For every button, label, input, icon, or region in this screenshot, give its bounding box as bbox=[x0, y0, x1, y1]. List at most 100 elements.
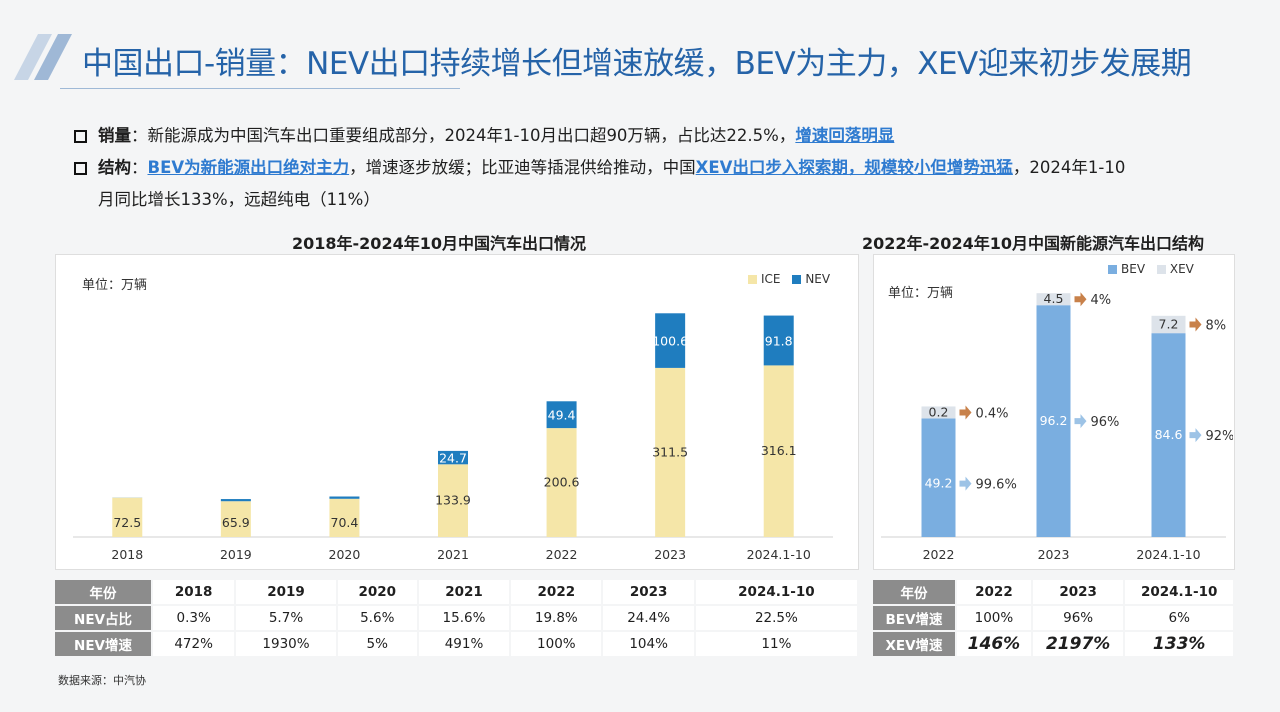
bullet-sales-text: ：新能源成为中国汽车出口重要组成部分，2024年1-10月出口超90万辆，占比达… bbox=[131, 126, 796, 145]
data-source: 数据来源：中汽协 bbox=[58, 674, 146, 687]
x-tick-label-2022: 2022 bbox=[546, 547, 578, 562]
table-row: BEV增速 100% 96% 6% bbox=[873, 606, 1233, 630]
right-unit-label: 单位：万辆 bbox=[888, 286, 954, 301]
left-stacked-bar-chart: 72.5 2018 65.9 2019 70.4 2020 133.9 24.7 2021 200… bbox=[73, 313, 833, 562]
title-decoration bbox=[14, 34, 72, 80]
table-header-cell: 2023 bbox=[1032, 580, 1124, 604]
legend-bev-label: BEV bbox=[1121, 262, 1146, 276]
bullet-structure-text-1: ，增速逐步放缓；比亚迪等插混供给推动，中国 bbox=[349, 158, 696, 177]
table-header-cell: 2024.1-10 bbox=[1125, 580, 1233, 604]
bar-bev-2024.1-10 bbox=[1151, 333, 1186, 537]
left-chart-title: 2018年-2024年10月中国汽车出口情况 bbox=[292, 234, 586, 253]
right-legend: BEV XEV bbox=[1100, 262, 1194, 276]
legend-nev-swatch bbox=[792, 275, 802, 284]
table-row-header: BEV增速 bbox=[873, 606, 955, 630]
bar-bev-2022 bbox=[921, 418, 956, 537]
table-row-header: NEV占比 bbox=[55, 606, 151, 630]
bar-bev-2023 bbox=[1036, 305, 1071, 537]
table-row-header: XEV增速 bbox=[873, 632, 955, 656]
bar-nev-2024.1-10 bbox=[763, 315, 794, 366]
table-cell: 100% bbox=[957, 606, 1031, 630]
bullet-structure-sep: ： bbox=[131, 158, 148, 177]
bar-xev-2024.1-10 bbox=[1151, 315, 1186, 334]
table-cell: 104% bbox=[603, 632, 694, 656]
table-cell: 0.3% bbox=[153, 606, 235, 630]
table-cell: 19.8% bbox=[511, 606, 602, 630]
table-row: NEV增速 472% 1930% 5% 491% 100% 104% 11% bbox=[55, 632, 857, 656]
left-unit-label: 单位：万辆 bbox=[82, 278, 148, 293]
right-stacked-bar-chart: 0.2 0.4% 49.2 99.6% 2022 4.5 4% 96.2 96% 2023 7.2 8… bbox=[881, 291, 1233, 562]
right-chart-title: 2022年-2024年10月中国新能源汽车出口结构 bbox=[862, 234, 1204, 253]
bar-ice-2024.1-10 bbox=[763, 365, 794, 537]
legend-bev-swatch bbox=[1108, 265, 1117, 274]
bar-nev-2023 bbox=[655, 313, 686, 368]
bullet-sales: 销量：新能源成为中国汽车出口重要组成部分，2024年1-10月出口超90万辆，占… bbox=[72, 120, 1272, 152]
checkbox-square-icon bbox=[74, 130, 87, 143]
data-label-ice-2019: 65.9 bbox=[222, 515, 250, 530]
data-label-nev-2023: 100.6 bbox=[652, 334, 688, 349]
bar-nev-2020 bbox=[329, 496, 360, 499]
table-header-cell: 2022 bbox=[957, 580, 1031, 604]
share-label-xev-2023: 4% bbox=[1091, 293, 1112, 308]
share-label-xev-2024.1-10: 8% bbox=[1206, 318, 1227, 333]
x-tick-label-2024.1-10: 2024.1-10 bbox=[747, 547, 811, 562]
data-label-xev-2024.1-10: 7.2 bbox=[1159, 316, 1179, 331]
table-row: NEV占比 0.3% 5.7% 5.6% 15.6% 19.8% 24.4% 2… bbox=[55, 606, 857, 630]
table-row-header: NEV增速 bbox=[55, 632, 151, 656]
bar-xev-2023 bbox=[1036, 293, 1071, 306]
bar-nev-2019 bbox=[220, 499, 251, 502]
data-label-nev-2022: 49.4 bbox=[548, 408, 576, 423]
data-label-nev-2024.1-10: 91.8 bbox=[765, 333, 793, 348]
left-legend: ICE NEV bbox=[740, 272, 830, 286]
x-tick-label-2022: 2022 bbox=[923, 547, 955, 562]
bullet-list: 销量：新能源成为中国汽车出口重要组成部分，2024年1-10月出口超90万辆，占… bbox=[72, 120, 1272, 216]
arrow-right-icon bbox=[1189, 428, 1202, 443]
title-underline bbox=[60, 88, 460, 89]
right-data-table: 年份 2022 2023 2024.1-10 BEV增速 100% 96% 6%… bbox=[871, 578, 1235, 658]
legend-xev-swatch bbox=[1156, 265, 1166, 274]
bullet-structure-highlight-2: XEV出口步入探索期，规模较小但增势迅猛 bbox=[695, 158, 1013, 177]
table-header-cell: 2021 bbox=[418, 580, 510, 604]
table-header-cell: 2018 bbox=[153, 580, 235, 604]
table-row: 年份 2022 2023 2024.1-10 bbox=[873, 580, 1233, 604]
data-label-bev-2024.1-10: 84.6 bbox=[1155, 427, 1183, 442]
data-label-nev-2021: 24.7 bbox=[439, 451, 467, 466]
table-cell: 11% bbox=[695, 632, 857, 656]
bar-ice-2019 bbox=[220, 501, 251, 537]
table-header-cell: 年份 bbox=[873, 580, 955, 604]
bullet-sales-head: 销量 bbox=[98, 126, 131, 145]
table-cell: 15.6% bbox=[418, 606, 510, 630]
table-cell: 472% bbox=[153, 632, 235, 656]
table-cell: 6% bbox=[1125, 606, 1233, 630]
table-row: 年份 2018 2019 2020 2021 2022 2023 2024.1-… bbox=[55, 580, 857, 604]
bar-ice-2021 bbox=[438, 464, 468, 537]
bullet-structure-text-2: ，2024年1-10 bbox=[1012, 158, 1126, 177]
table-cell: 2197% bbox=[1032, 632, 1124, 656]
data-label-bev-2023: 96.2 bbox=[1040, 413, 1068, 428]
table-cell: 96% bbox=[1032, 606, 1124, 630]
arrow-right-icon bbox=[1074, 292, 1087, 307]
bar-xev-2022 bbox=[921, 406, 956, 419]
data-label-ice-2018: 72.5 bbox=[113, 515, 141, 530]
table-header-cell: 2022 bbox=[511, 580, 602, 604]
bullet-structure-highlight-1: BEV为新能源出口绝对主力 bbox=[147, 158, 350, 177]
x-tick-label-2023: 2023 bbox=[654, 547, 686, 562]
table-cell: 133% bbox=[1125, 632, 1233, 656]
arrow-right-icon bbox=[959, 405, 972, 420]
bullet-structure-head: 结构 bbox=[98, 158, 131, 177]
page-title: 中国出口-销量：NEV出口持续增长但增速放缓，BEV为主力，XEV迎来初步发展期 bbox=[82, 46, 1192, 82]
legend-nev-label: NEV bbox=[805, 272, 831, 286]
data-label-ice-2020: 70.4 bbox=[331, 515, 359, 530]
data-label-ice-2023: 311.5 bbox=[652, 444, 688, 459]
bar-ice-2023 bbox=[655, 367, 686, 537]
table-row: XEV增速 146% 2197% 133% bbox=[873, 632, 1233, 656]
arrow-right-icon bbox=[1189, 317, 1202, 332]
bar-ice-2020 bbox=[329, 498, 360, 537]
bullet-structure-text-3: 月同比增长133%，远超纯电（11%） bbox=[98, 190, 380, 209]
table-header-cell: 2020 bbox=[337, 580, 417, 604]
table-cell: 5% bbox=[337, 632, 417, 656]
data-label-xev-2023: 4.5 bbox=[1044, 291, 1064, 306]
x-tick-label-2021: 2021 bbox=[437, 547, 469, 562]
share-label-bev-2022: 99.6% bbox=[976, 478, 1017, 493]
table-header-cell: 2024.1-10 bbox=[695, 580, 857, 604]
